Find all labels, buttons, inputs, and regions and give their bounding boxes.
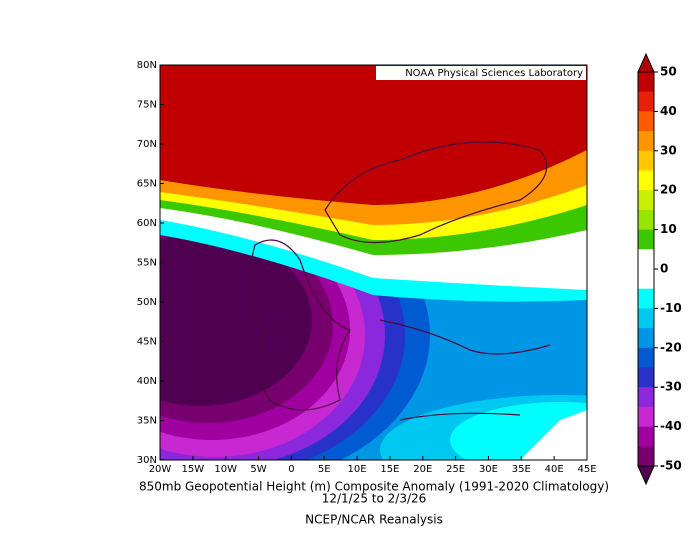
colorbar-label: 30 [660,143,677,157]
anomaly-map [160,65,587,460]
title-line: 850mb Geopotential Height (m) Composite … [139,480,609,494]
colorbar-label: 10 [660,222,677,236]
colorbar-segment [638,190,654,211]
colorbar-segment [638,269,654,290]
lon-label: 15E [380,464,399,475]
colorbar-segment [638,72,654,93]
lat-label: 45N [137,337,157,348]
lon-label: 20W [149,464,172,475]
colorbar-label: 50 [660,65,677,79]
colorbar-segment [638,308,654,329]
lon-label: 20E [413,464,432,475]
colorbar-segment [638,347,654,368]
colorbar: 50 40 30 20 10 0 -10 -20 -30 -40 -50 [637,52,682,486]
colorbar-segment [638,111,654,132]
lon-label: 5W [250,464,266,475]
colorbar-segment [638,426,654,447]
credit-box [376,66,586,80]
lon-label: 45E [577,464,596,475]
lat-label: 40N [137,376,157,387]
colorbar-segment [638,387,654,408]
lat-label: 65N [137,179,157,190]
lat-label: 30N [137,455,157,466]
colorbar-segment [638,209,654,231]
lat-label: 75N [137,100,157,111]
colorbar-segment [638,229,654,250]
lon-label: 15W [182,464,205,475]
lat-label: 50N [137,297,157,308]
colorbar-segment [638,406,654,428]
lat-label: 60N [137,218,157,229]
colorbar-label: -30 [660,380,682,394]
colorbar-label: 40 [660,104,677,118]
lon-label: 5E [318,464,331,475]
lon-label: 0 [288,464,294,475]
colorbar-segment [638,446,654,467]
lon-label: 10W [214,464,237,475]
lat-label: 80N [137,60,157,71]
credit: NOAA Physical Sciences Laboratory [405,68,583,79]
colorbar-segment [638,288,654,309]
lon-label: 25E [446,464,465,475]
colorbar-over [637,52,655,73]
lat-label: 35N [137,416,157,427]
colorbar-segment [638,170,654,191]
colorbar-label: 0 [660,262,668,276]
colorbar-segment [638,91,654,112]
colorbar-segment [638,150,654,171]
colorbar-segment [638,131,654,152]
colorbar-label: -40 [660,419,682,433]
colorbar-label: -10 [660,301,682,315]
colorbar-segment [638,328,654,349]
lat-label: 55N [137,258,157,269]
colorbar-segment [638,249,654,270]
lon-label: 10E [348,464,367,475]
lon-label: 30E [479,464,498,475]
lon-label: 40E [545,464,564,475]
lon-label: 35E [512,464,531,475]
colorbar-label: -20 [660,340,682,354]
colorbar-segment [638,367,654,388]
lat-label: 70N [137,139,157,150]
title-line: 12/1/25 to 2/3/26 [322,492,427,506]
colorbar-label: 20 [660,183,677,197]
colorbar-label: -50 [660,459,682,473]
colorbar-under [637,465,655,486]
source: NCEP/NCAR Reanalysis [305,513,443,527]
